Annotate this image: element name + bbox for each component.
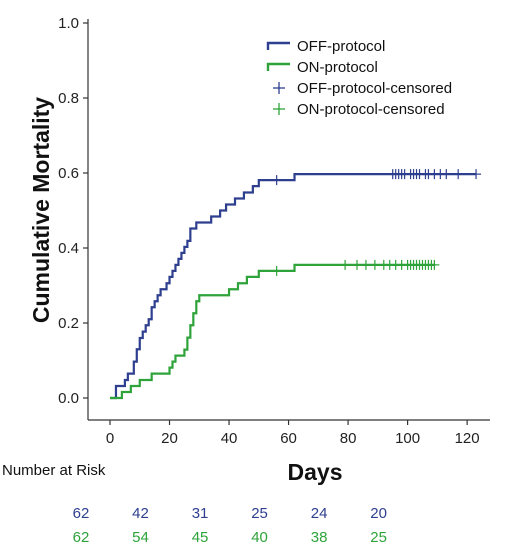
- risk-value: 42: [132, 505, 149, 522]
- legend-item: OFF-protocol-censored: [273, 80, 452, 97]
- x-tick-label: 120: [455, 430, 480, 447]
- x-tick-label: 20: [161, 430, 178, 447]
- risk-value: 38: [311, 529, 328, 546]
- risk-value: 25: [370, 529, 387, 546]
- risk-value: 24: [311, 505, 328, 522]
- series-line-on-protocol: [110, 263, 435, 400]
- y-axis-label: Cumulative Mortality: [28, 97, 54, 323]
- censored-mark: [360, 259, 371, 270]
- censored-mark: [369, 259, 380, 270]
- censored-mark: [352, 259, 363, 270]
- risk-value: 45: [192, 529, 209, 546]
- y-tick-label: 1.0: [58, 15, 79, 32]
- censored-mark: [453, 169, 464, 180]
- risk-value: 20: [370, 505, 387, 522]
- censored-mark: [429, 259, 440, 270]
- legend-label: OFF-protocol-censored: [297, 80, 452, 97]
- y-tick-label: 0.8: [58, 90, 79, 107]
- legend-item: OFF-protocol: [266, 38, 385, 55]
- number-at-risk-title: Number at Risk: [2, 462, 106, 479]
- risk-value: 54: [132, 529, 149, 546]
- risk-value: 25: [251, 505, 268, 522]
- legend-item: ON-protocol-censored: [273, 101, 445, 118]
- axes: 0.0 0.2 0.4 0.6 0.8 1.0 0 20 40 60 80 100 120: [58, 15, 490, 447]
- censored-mark: [271, 175, 282, 186]
- risk-value: 40: [251, 529, 268, 546]
- y-tick-label: 0.0: [58, 390, 79, 407]
- x-tick-label: 100: [395, 430, 420, 447]
- y-tick-label: 0.6: [58, 165, 79, 182]
- risk-value: 62: [73, 505, 90, 522]
- x-tick-label: 0: [106, 430, 114, 447]
- legend-plus-swatch: [273, 82, 285, 94]
- legend-label: ON-protocol-censored: [297, 101, 445, 118]
- legend-label: OFF-protocol: [297, 38, 385, 55]
- y-tick-label: 0.2: [58, 315, 79, 332]
- plot-area: [110, 169, 482, 400]
- risk-value: 62: [73, 529, 90, 546]
- risk-value: 31: [192, 505, 209, 522]
- legend-label: ON-protocol: [297, 59, 378, 76]
- legend-plus-swatch: [273, 103, 285, 115]
- legend-line-swatch: [266, 62, 290, 71]
- x-tick-label: 80: [340, 430, 357, 447]
- legend-line-swatch: [266, 41, 290, 50]
- x-tick-label: 60: [280, 430, 297, 447]
- legend-item: ON-protocol: [266, 59, 378, 76]
- censored-mark: [441, 169, 452, 180]
- x-tick-label: 40: [221, 430, 238, 447]
- legend: OFF-protocol ON-protocol OFF-protocol-cens…: [266, 38, 452, 118]
- number-at-risk-table: 62 42 31 25 24 20 62 54 45 40 38 25: [73, 505, 387, 546]
- series-line-off-protocol: [110, 173, 477, 400]
- x-axis-label: Days: [288, 459, 343, 485]
- censored-mark: [271, 265, 282, 276]
- censored-mark: [340, 259, 351, 270]
- censored-mark: [471, 169, 482, 180]
- y-tick-label: 0.4: [58, 240, 79, 257]
